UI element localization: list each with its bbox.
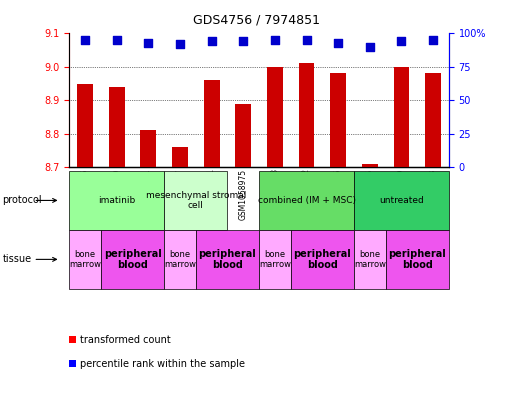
Text: percentile rank within the sample: percentile rank within the sample xyxy=(80,358,245,369)
Text: imatinib: imatinib xyxy=(98,196,135,205)
Point xyxy=(81,37,89,43)
Text: peripheral
blood: peripheral blood xyxy=(104,249,162,270)
Point xyxy=(366,44,374,50)
Point xyxy=(429,37,437,43)
Bar xyxy=(299,63,314,167)
Bar xyxy=(330,73,346,167)
Text: combined (IM + MSC): combined (IM + MSC) xyxy=(258,196,356,205)
Text: bone
marrow: bone marrow xyxy=(259,250,291,269)
Text: untreated: untreated xyxy=(379,196,424,205)
Point xyxy=(176,41,184,47)
Bar xyxy=(77,84,93,167)
Text: bone
marrow: bone marrow xyxy=(164,250,196,269)
Bar xyxy=(204,80,220,167)
Bar xyxy=(172,147,188,167)
Text: transformed count: transformed count xyxy=(80,335,170,345)
Text: peripheral
blood: peripheral blood xyxy=(388,249,446,270)
Text: tissue: tissue xyxy=(3,254,32,264)
Bar xyxy=(141,130,156,167)
Text: peripheral
blood: peripheral blood xyxy=(199,249,256,270)
Point xyxy=(239,38,247,44)
Text: bone
marrow: bone marrow xyxy=(354,250,386,269)
Text: peripheral
blood: peripheral blood xyxy=(293,249,351,270)
Bar xyxy=(267,67,283,167)
Bar xyxy=(393,67,409,167)
Text: mesenchymal stromal
cell: mesenchymal stromal cell xyxy=(146,191,246,210)
Point xyxy=(302,37,310,43)
Text: GDS4756 / 7974851: GDS4756 / 7974851 xyxy=(193,14,320,27)
Point xyxy=(144,40,152,46)
Point xyxy=(207,38,215,44)
Point xyxy=(113,37,121,43)
Bar xyxy=(425,73,441,167)
Text: protocol: protocol xyxy=(3,195,42,206)
Point xyxy=(397,38,405,44)
Point xyxy=(271,37,279,43)
Bar xyxy=(362,163,378,167)
Point xyxy=(334,40,342,46)
Text: bone
marrow: bone marrow xyxy=(69,250,101,269)
Bar xyxy=(109,87,125,167)
Bar xyxy=(235,103,251,167)
